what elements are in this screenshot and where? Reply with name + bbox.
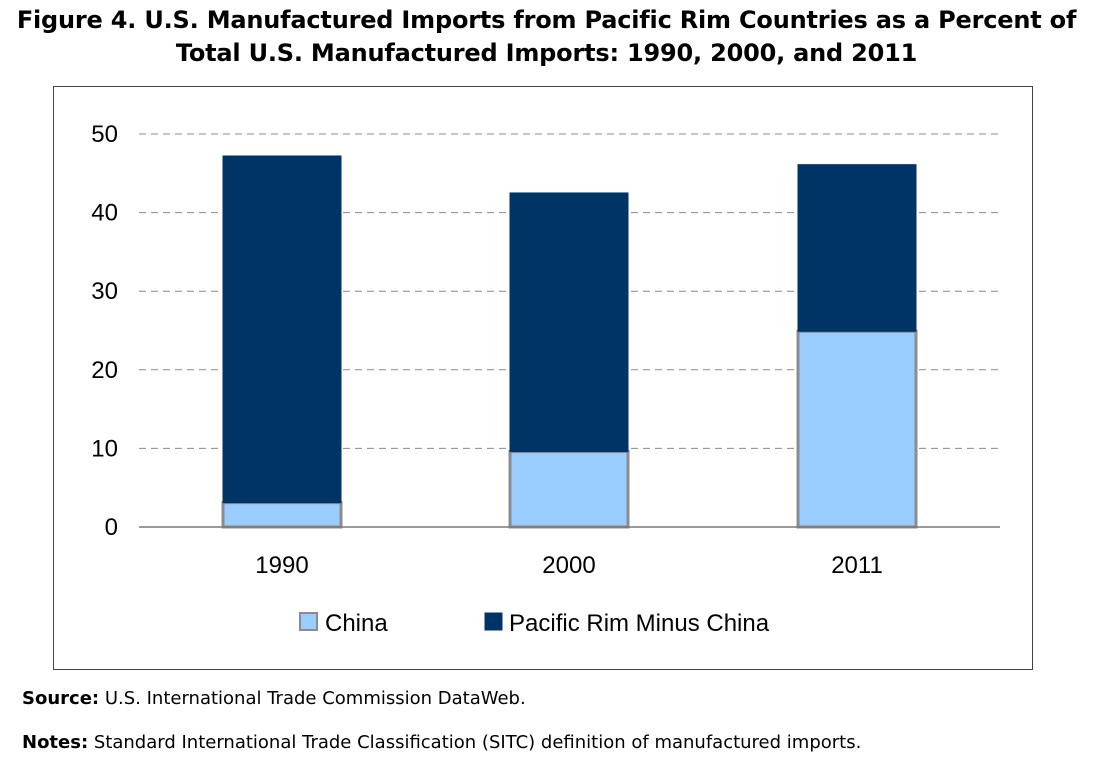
legend-label-china: China bbox=[325, 610, 388, 637]
y-tick-label-10: 10 bbox=[91, 435, 118, 462]
figure-title-line1: Figure 4. U.S. Manufactured Imports from… bbox=[16, 6, 1077, 34]
notes-label: Notes: bbox=[22, 732, 89, 753]
legend: China Pacific Rim Minus China bbox=[299, 610, 770, 637]
figure-title-line2: Total U.S. Manufactured Imports: 1990, 2… bbox=[175, 39, 918, 67]
legend-label-pacific-rim-minus-china: Pacific Rim Minus China bbox=[509, 610, 770, 637]
legend-swatch-pacific-rim-minus-china bbox=[484, 612, 503, 631]
bar-pacific-rim-minus-china-2000 bbox=[509, 192, 629, 453]
source-note: Source: U.S. International Trade Commiss… bbox=[22, 688, 526, 710]
bars bbox=[221, 155, 918, 529]
source-label: Source: bbox=[22, 688, 100, 709]
chart-frame bbox=[53, 86, 1033, 670]
legend-swatch-china bbox=[299, 612, 318, 631]
y-tick-label-30: 30 bbox=[91, 278, 118, 305]
notes-note: Notes: Standard International Trade Clas… bbox=[22, 732, 861, 754]
x-tick-label-2011: 2011 bbox=[831, 552, 883, 579]
bar-china-1990 bbox=[221, 501, 343, 529]
notes-text: Standard International Trade Classificat… bbox=[88, 732, 862, 753]
bar-pacific-rim-minus-china-1990 bbox=[222, 155, 342, 504]
x-tick-label-1990: 1990 bbox=[255, 552, 308, 579]
y-tick-label-0: 0 bbox=[105, 514, 118, 541]
figure-title: Figure 4. U.S. Manufactured Imports from… bbox=[0, 4, 1093, 70]
y-tick-label-50: 50 bbox=[91, 121, 118, 148]
bar-pacific-rim-minus-china-2011 bbox=[797, 164, 917, 332]
axes: 0 10 20 30 40 50 1990 2000 2011 bbox=[91, 121, 1000, 579]
x-tick-label-2000: 2000 bbox=[542, 552, 595, 579]
y-tick-label-20: 20 bbox=[91, 357, 118, 384]
source-text: U.S. International Trade Commission Data… bbox=[99, 688, 526, 709]
bar-china-2000 bbox=[508, 450, 630, 529]
bar-china-2011 bbox=[796, 329, 918, 529]
y-tick-label-40: 40 bbox=[91, 200, 118, 227]
